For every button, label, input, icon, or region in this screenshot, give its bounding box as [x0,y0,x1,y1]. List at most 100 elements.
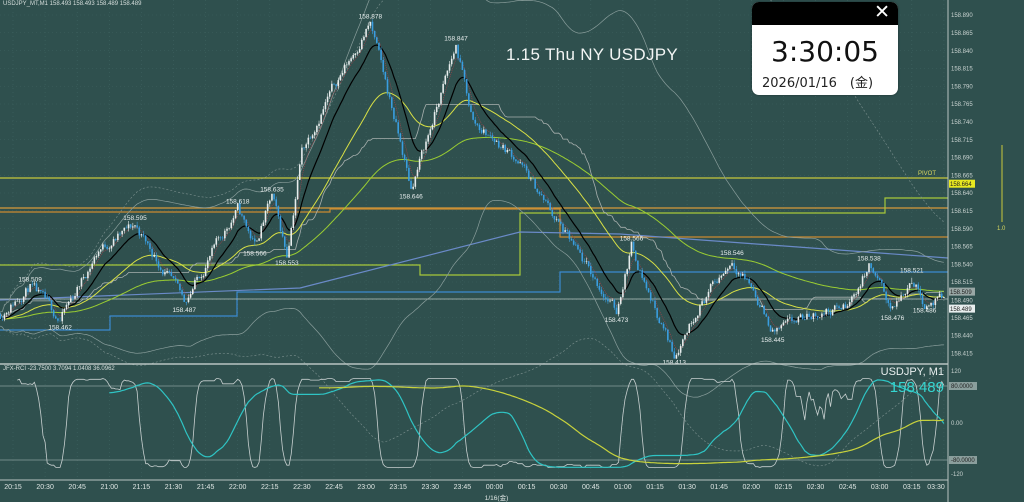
candle-body [243,215,245,220]
candle-body [812,313,815,319]
candle-body [769,325,772,332]
ma-fast [0,44,944,336]
candle-body [341,72,344,76]
candle-body [230,222,233,229]
candle-body [290,228,292,246]
rci-long-line [319,385,945,465]
price-tick-label: 158.540 [951,262,973,268]
candle-body [322,109,325,115]
candle-body [823,313,825,315]
price-tick-label: 158.415 [951,351,973,357]
candle-body [91,263,93,269]
clock-title-bar[interactable]: ✕ [752,2,898,25]
candle-body [408,167,410,181]
candle-body [202,276,205,278]
time-tick-label: 02:30 [807,484,825,491]
candle-body [382,60,385,72]
candle-body [376,37,378,43]
time-tick-label: 23:30 [422,484,440,491]
candle-body [247,226,250,232]
price-tick-label: 158.690 [951,156,973,162]
price-tick-label: 158.890 [951,13,973,19]
candle-body [932,302,934,306]
candle-body [570,238,573,241]
candle-body [536,188,539,192]
candle-body [615,307,618,315]
pivot-price-label: 158.664 [950,182,972,188]
candle-body [624,274,626,290]
candle-body [206,260,209,268]
price-tick-label: 158.590 [951,227,973,233]
candle-body [283,236,286,247]
candle-body [337,80,340,87]
candle-body [487,134,489,136]
candle-body [386,79,389,94]
candle-body [701,301,703,306]
candle-body [848,302,851,307]
symbol-label: USDJPY, M1 [880,366,944,378]
candle-body [346,64,348,66]
candle-body [399,133,402,142]
candle-body [155,255,158,262]
candle-body [37,290,40,292]
candle-body [542,195,545,200]
candle-body [249,231,252,239]
candle-body [378,42,380,50]
candle-body [793,320,795,322]
close-icon[interactable]: ✕ [874,2,890,23]
candle-body [260,225,263,239]
step-midline-gray [0,104,944,318]
candle-body [804,319,806,320]
candle-body [577,244,579,250]
candle-body [320,114,322,124]
price-tick-label: 158.440 [951,334,973,340]
candle-body [553,216,556,220]
candle-body [654,300,656,309]
price-annotation: 158.566 [620,236,644,243]
candle-body [251,238,254,239]
candle-body [343,64,346,73]
candle-body [241,214,243,216]
candle-body [125,227,128,229]
candle-body [254,238,256,242]
candle-body [50,300,53,311]
candle-body [649,292,652,301]
candle-body [808,313,810,317]
candle-body [925,306,928,310]
bollinger-lower [0,199,944,398]
candle-body [67,301,70,305]
candle-body [652,300,654,302]
candle-body [853,294,855,297]
candle-body [814,313,817,317]
candle-body [140,233,143,236]
candle-body [795,321,798,323]
time-tick-label: 00:15 [518,484,536,491]
candle-body [855,294,857,295]
candle-body [767,316,770,326]
candle-body [934,298,937,306]
candle-body [117,233,119,241]
candle-body [74,296,76,299]
candle-body [448,64,451,71]
candle-body [510,149,513,157]
candle-body [185,301,188,303]
price-annotation: 158.566 [243,251,267,258]
candle-body [863,275,866,277]
candle-body [669,340,671,342]
price-annotation: 158.878 [359,14,383,21]
pivot-price-box [949,179,975,188]
candle-body [508,149,511,151]
price-marker-box [949,287,975,296]
candle-body [592,274,594,278]
candle-body [179,283,181,291]
clock-widget[interactable]: ✕ 3:30:05 2026/01/16 (金) [752,2,898,95]
candle-body [716,281,718,283]
candle-body [440,92,442,104]
candle-body [857,288,860,295]
candle-body [619,297,622,304]
candle-body [831,309,834,316]
candle-body [885,291,887,301]
candle-body [95,255,98,258]
candle-body [881,279,883,283]
